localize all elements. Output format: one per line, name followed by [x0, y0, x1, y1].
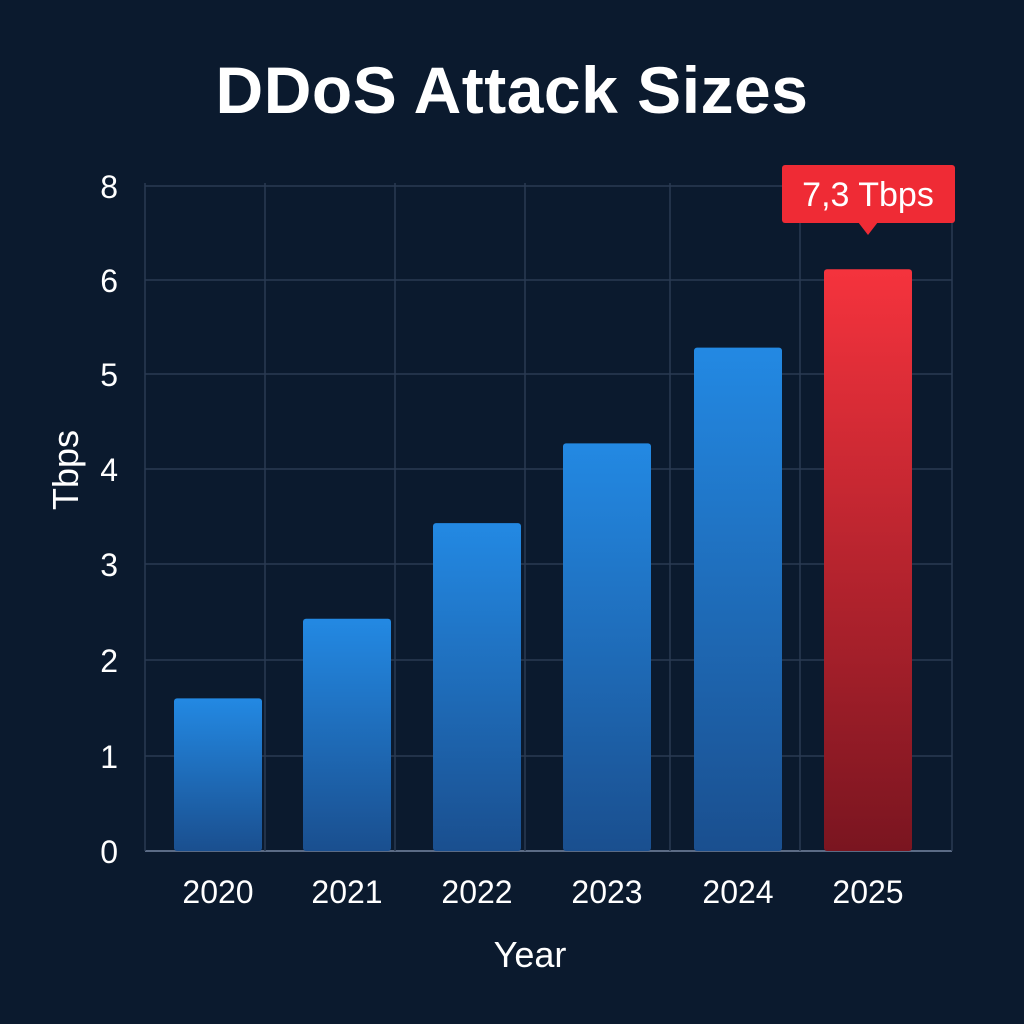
bar-2023: [563, 443, 651, 851]
x-tick-label: 2022: [441, 874, 512, 910]
y-axis-title: Tbps: [45, 430, 86, 510]
bar-2021: [303, 618, 391, 851]
bar-2024: [694, 347, 782, 851]
y-tick-label: 3: [100, 547, 118, 583]
y-tick-label: 2: [100, 643, 118, 679]
value-callout: 7,3 Tbps: [782, 165, 955, 235]
bars: [174, 269, 912, 851]
x-tick-label: 2025: [832, 874, 903, 910]
grid: [144, 183, 953, 852]
bar-2025: [824, 269, 912, 851]
y-tick-label: 6: [100, 263, 118, 299]
x-tick-label: 2021: [311, 874, 382, 910]
y-tick-label: 5: [100, 357, 118, 393]
y-tick-label: 4: [100, 452, 118, 488]
callout-pointer: [858, 222, 878, 235]
chart-title: DDoS Attack Sizes: [215, 53, 809, 127]
y-tick-label: 8: [100, 169, 118, 205]
bar-2020: [174, 698, 262, 851]
y-tick-label: 1: [100, 739, 118, 775]
y-tick-label: 0: [100, 834, 118, 870]
callout-box: [782, 165, 955, 223]
x-tick-label: 2024: [702, 874, 773, 910]
x-tick-label: 2023: [571, 874, 642, 910]
x-tick-label: 2020: [182, 874, 253, 910]
bar-2022: [433, 523, 521, 851]
y-axis-ticks: 0 1 2 3 4 5 6 8: [100, 169, 118, 870]
x-axis-title: Year: [494, 934, 567, 975]
callout-label: 7,3 Tbps: [802, 176, 934, 214]
x-axis-ticks: 2020 2021 2022 2023 2024 2025: [182, 874, 903, 910]
